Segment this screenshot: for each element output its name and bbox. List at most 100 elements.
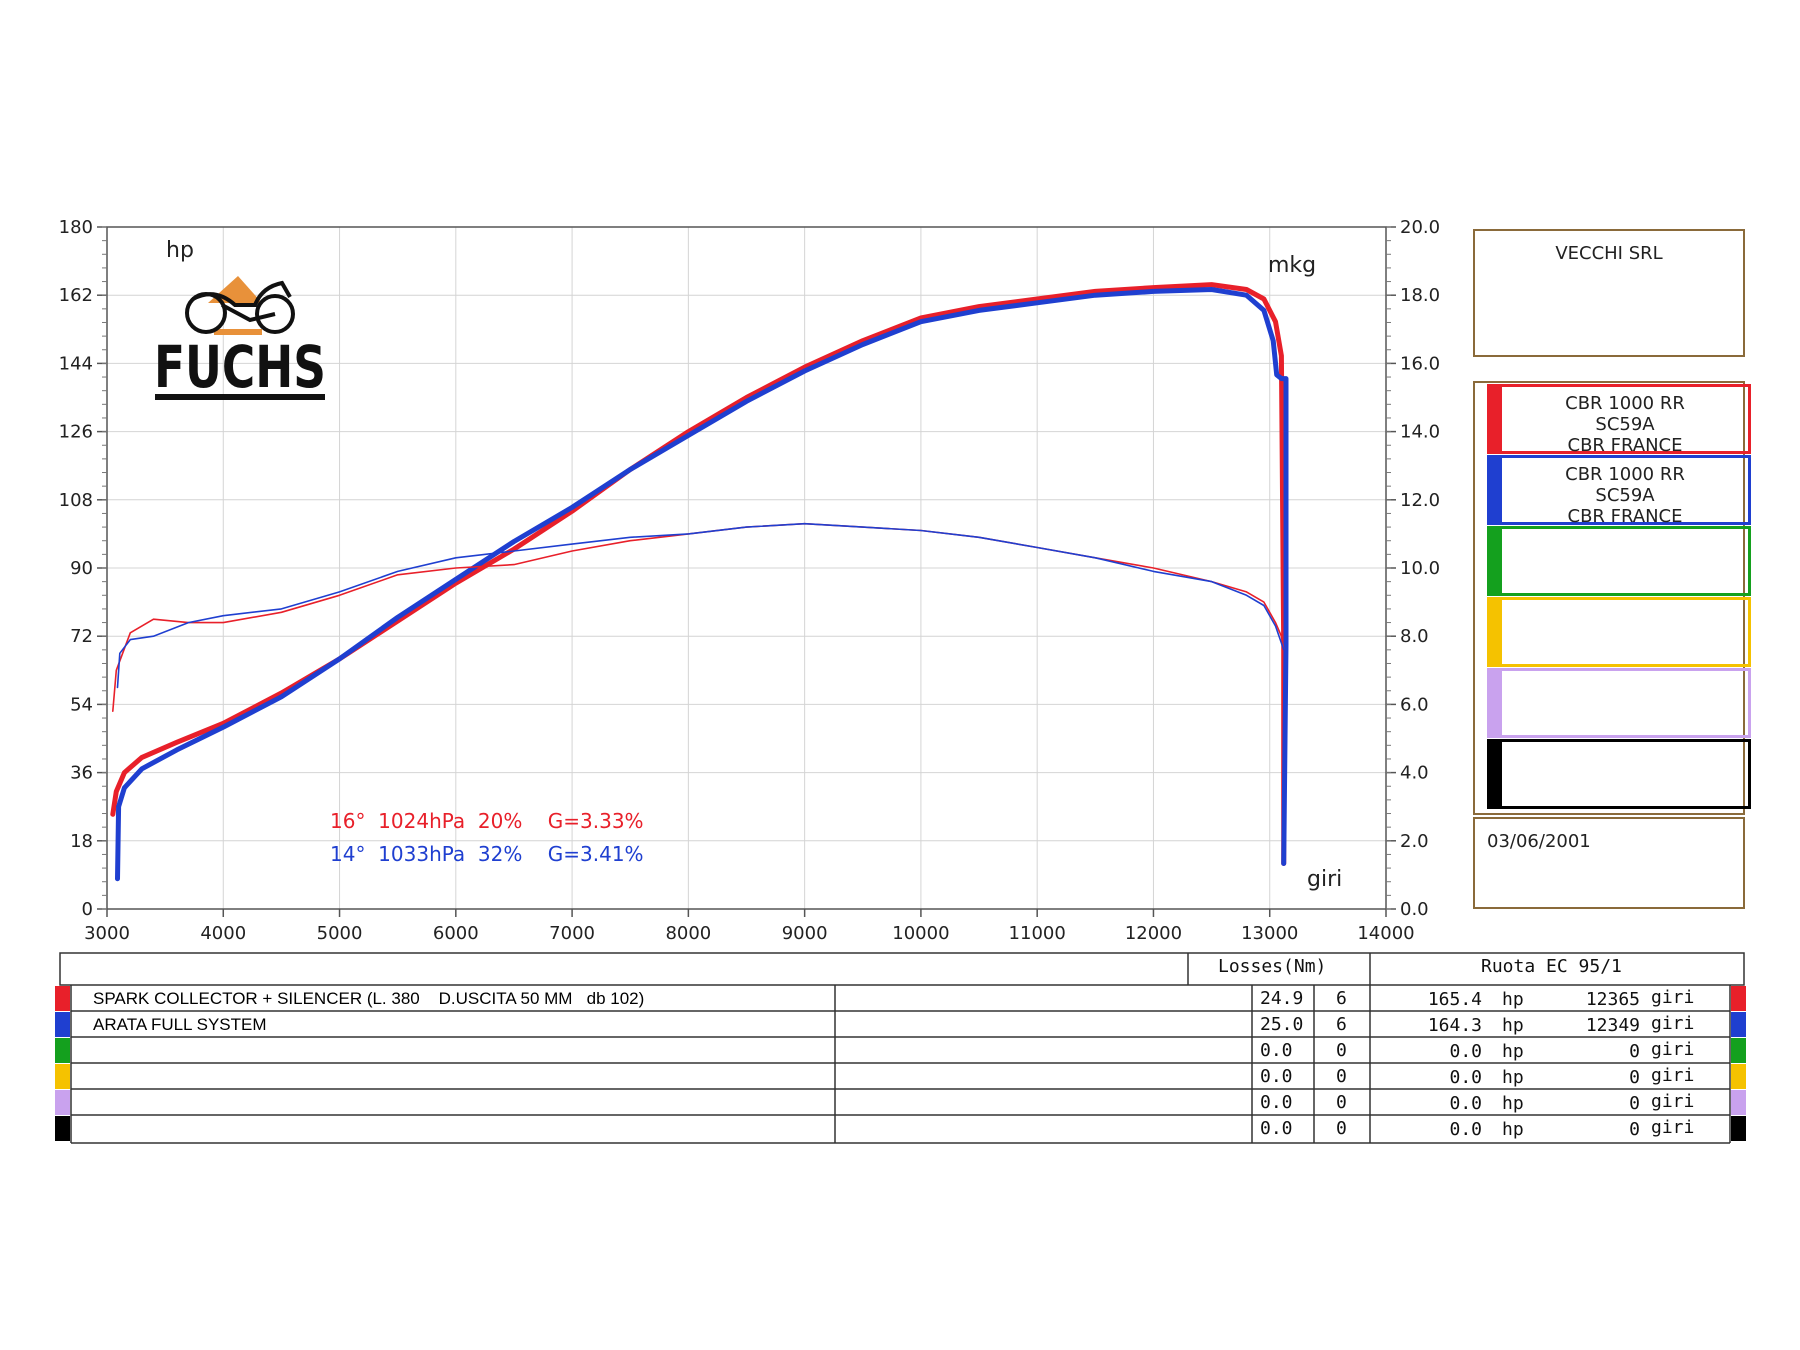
row-color-swatch-left [55,1116,70,1141]
y-right-tick-label: 14.0 [1400,422,1440,443]
x-tick-label: 8000 [665,923,711,944]
bike-color-bar [1487,526,1499,596]
exhaust-description: SPARK COLLECTOR + SILENCER (L. 380 D.USC… [93,989,645,1008]
x-tick-label: 10000 [892,923,949,944]
y-left-unit-label: hp [166,238,194,263]
bike-color-bar [1487,455,1499,525]
row-color-swatch-left [55,986,70,1011]
company-panel: VECCHI SRL [1473,229,1745,357]
row-color-swatch-left [55,1090,70,1115]
peak-rpm-value: 0 [1629,1067,1640,1088]
torque-curve-2 [112,522,1285,713]
losses-value: 0.0 [1260,1040,1293,1061]
bike-label: CBR 1000 RR SC59A CBR FRANCE [1499,455,1751,527]
peak-power-value: 165.4 [1427,989,1482,1010]
y-right-tick-label: 0.0 [1400,899,1429,920]
y-left-tick-label: 36 [70,763,93,784]
y-left-tick-label: 180 [59,217,93,238]
x-tick-label: 6000 [433,923,479,944]
chart-series [110,282,1289,882]
y-right-tick-label: 12.0 [1400,490,1440,511]
torque-curve-3 [116,522,1285,689]
bike-label [1499,597,1751,667]
losses-count: 0 [1336,1118,1347,1139]
y-right-tick-label: 4.0 [1400,763,1429,784]
company-name: VECCHI SRL [1555,243,1663,264]
chart-axes: 3000 4000 5000 6000 7000 8000 9000 10000 11000 12… [59,217,1440,944]
y-left-tick-label: 162 [59,285,93,306]
y-left-tick-label: 0 [82,899,93,920]
logo-underline [214,329,262,335]
conditions-blue: 14° 1033hPa 32% G=3.41% [330,842,644,866]
y-left-tick-label: 126 [59,422,93,443]
x-tick-label: 11000 [1009,923,1066,944]
row-color-swatch-right [1731,1116,1746,1141]
row-color-swatch-right [1731,1090,1746,1115]
row-color-swatch-right [1731,1038,1746,1063]
losses-value: 25.0 [1260,1014,1304,1035]
y-right-tick-label: 6.0 [1400,694,1429,715]
y-left-tick-label: 108 [59,490,93,511]
bike-legend-item-green [1487,526,1751,596]
power-curve-1 [115,287,1289,882]
ruota-header: Ruota EC 95/1 [1481,956,1622,977]
row-color-swatch-left [55,1038,70,1063]
x-tick-label: 9000 [782,923,828,944]
x-tick-label: 13000 [1241,923,1298,944]
bike-color-bar [1487,384,1499,454]
bike-team: CBR FRANCE [1567,435,1683,456]
rpm-unit: giri [1651,1065,1695,1086]
rpm-unit: giri [1651,1013,1695,1034]
y-right-tick-label: 10.0 [1400,558,1440,579]
x-tick-label: 7000 [549,923,595,944]
losses-count: 6 [1336,1014,1347,1035]
peak-power-value: 0.0 [1449,1093,1482,1114]
losses-count: 0 [1336,1092,1347,1113]
peak-power-value: 0.0 [1449,1119,1482,1140]
y-left-tick-label: 18 [70,831,93,852]
bike-label [1499,526,1751,596]
power-unit: hp [1502,1041,1524,1062]
exhaust-description: ARATA FULL SYSTEM [93,1015,267,1034]
bike-code: SC59A [1595,485,1655,506]
logo-bottom-bar [155,394,325,400]
bike-legend-item-blue: CBR 1000 RR SC59A CBR FRANCE [1487,455,1751,527]
bike-label: CBR 1000 RR SC59A CBR FRANCE [1499,384,1751,456]
bike-color-bar [1487,668,1499,738]
y-right-tick-label: 16.0 [1400,353,1440,374]
losses-value: 24.9 [1260,988,1304,1009]
power-curve-0 [110,282,1287,866]
x-tick-label: 3000 [84,923,130,944]
bike-color-bar [1487,739,1499,809]
peak-power-value: 0.0 [1449,1041,1482,1062]
y-left-tick-label: 54 [70,694,93,715]
y-right-tick-label: 18.0 [1400,285,1440,306]
bike-code: SC59A [1595,414,1655,435]
logo-text: FUCHS [154,333,326,401]
y-right-tick-label: 20.0 [1400,217,1440,238]
power-unit: hp [1502,1067,1524,1088]
conditions-red: 16° 1024hPa 20% G=3.33% [330,809,644,833]
power-unit: hp [1502,1119,1524,1140]
peak-rpm-value: 0 [1629,1093,1640,1114]
bike-model: CBR 1000 RR [1565,393,1685,414]
bike-label [1499,668,1751,738]
bike-legend-item-red: CBR 1000 RR SC59A CBR FRANCE [1487,384,1751,456]
y-right-tick-label: 8.0 [1400,626,1429,647]
chart-grid [106,226,1387,910]
losses-count: 6 [1336,988,1347,1009]
row-color-swatch-left [55,1012,70,1037]
x-tick-label: 14000 [1357,923,1414,944]
row-color-swatch-right [1731,1064,1746,1089]
rpm-unit: giri [1651,1039,1695,1060]
peak-power-value: 164.3 [1427,1015,1482,1036]
bike-model: CBR 1000 RR [1565,464,1685,485]
losses-count: 0 [1336,1066,1347,1087]
bike-label [1499,739,1751,809]
y-left-tick-label: 90 [70,558,93,579]
date-panel: 03/06/2001 [1473,817,1745,909]
x-unit-label: giri [1307,867,1342,892]
row-color-swatch-left [55,1064,70,1089]
bike-color-bar [1487,597,1499,667]
